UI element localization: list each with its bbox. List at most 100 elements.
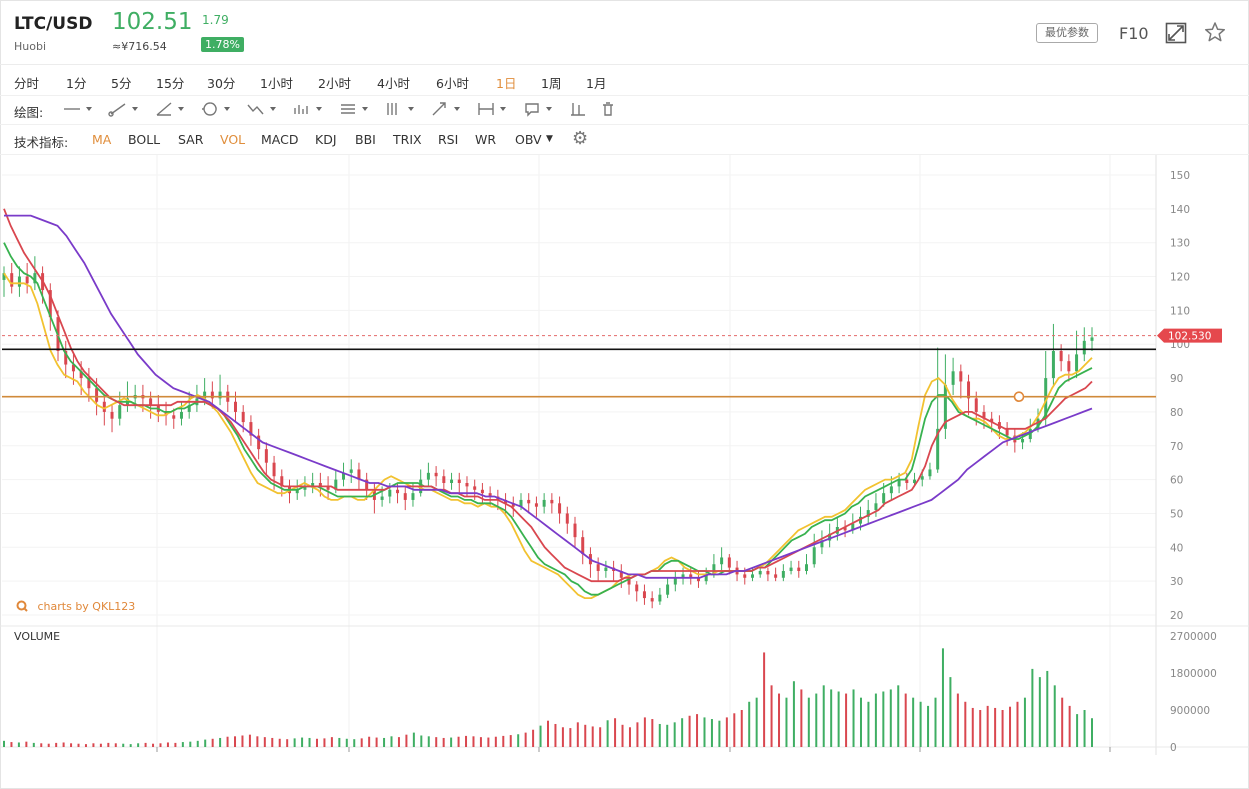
volume-bar-115 <box>859 697 862 747</box>
line-tool-icon[interactable] <box>62 100 98 118</box>
candle-body-136 <box>1051 351 1055 379</box>
period-tab-11[interactable]: 1月 <box>586 76 607 91</box>
indicator-macd[interactable]: MACD <box>261 132 299 147</box>
volume-bar-112 <box>837 691 840 747</box>
period-tab-2[interactable]: 5分 <box>111 76 132 91</box>
volume-bar-124 <box>927 705 930 747</box>
best-params-button[interactable]: 最优参数 <box>1036 23 1098 43</box>
indicator-trix[interactable]: TRIX <box>393 132 422 147</box>
indicator-ma[interactable]: MA <box>92 132 112 147</box>
candle-body-44 <box>342 472 346 480</box>
candle-body-67 <box>519 499 523 507</box>
candle-body-78 <box>604 567 608 571</box>
ray-tool-icon[interactable] <box>108 100 144 118</box>
channel-tool-icon[interactable] <box>154 100 190 118</box>
volume-bar-24 <box>181 742 184 747</box>
candle-body-73 <box>565 513 569 524</box>
candle-body-46 <box>357 469 361 480</box>
volume-bar-86 <box>643 717 646 747</box>
candle-body-22 <box>172 415 176 419</box>
candle-body-1 <box>10 273 14 287</box>
candle-body-50 <box>388 489 392 497</box>
candle-body-80 <box>619 571 623 578</box>
candle-body-109 <box>843 527 847 531</box>
volume-bar-14 <box>107 742 110 747</box>
period-tab-0[interactable]: 分时 <box>14 76 40 91</box>
volume-bar-136 <box>1016 701 1019 747</box>
fib-tool-icon[interactable] <box>338 100 374 118</box>
volume-bar-114 <box>852 689 855 747</box>
shape-tool-icon[interactable] <box>200 100 236 118</box>
period-tab-5[interactable]: 1小时 <box>260 76 293 91</box>
period-tab-3[interactable]: 15分 <box>156 76 185 91</box>
indicator-kdj[interactable]: KDJ <box>315 132 337 147</box>
candle-body-12 <box>95 388 99 402</box>
period-tab-4[interactable]: 30分 <box>207 76 236 91</box>
favorite-star-icon[interactable] <box>1204 21 1226 43</box>
arrow-tool-icon[interactable] <box>430 100 466 118</box>
candle-body-71 <box>550 499 554 504</box>
volume-bar-75 <box>561 727 564 747</box>
volume-bar-117 <box>874 693 877 747</box>
candle-body-97 <box>750 574 754 578</box>
candle-body-128 <box>990 418 994 423</box>
period-tab-7[interactable]: 4小时 <box>377 76 410 91</box>
last-price: 102.51 <box>112 9 193 35</box>
range-tool-icon[interactable] <box>476 100 512 118</box>
candle-body-140 <box>1082 340 1086 355</box>
fullscreen-icon[interactable] <box>1165 22 1187 44</box>
candle-body-98 <box>758 571 762 575</box>
volume-bar-51 <box>383 737 386 747</box>
candle-body-0 <box>2 273 6 280</box>
indicator-boll[interactable]: BOLL <box>128 132 161 147</box>
candle-body-2 <box>17 276 21 287</box>
candle-body-110 <box>851 523 855 531</box>
candle-body-41 <box>318 483 322 487</box>
gann-tool-icon[interactable] <box>384 100 420 118</box>
volume-bar-79 <box>591 726 594 747</box>
period-tab-10[interactable]: 1周 <box>541 76 562 91</box>
volume-bar-49 <box>368 736 371 747</box>
indicator-settings-gear-icon[interactable]: ⚙ <box>572 128 589 149</box>
volume-bar-91 <box>681 718 684 747</box>
indicator-vol[interactable]: VOL <box>220 132 246 147</box>
candle-tool-icon[interactable] <box>568 100 604 118</box>
volume-bar-0 <box>3 740 5 747</box>
volume-bar-67 <box>502 735 505 747</box>
candle-body-74 <box>573 523 577 538</box>
f10-button[interactable]: F10 <box>1119 24 1149 43</box>
volume-bar-132 <box>986 705 989 747</box>
trash-icon[interactable] <box>598 100 634 118</box>
candle-body-93 <box>720 557 724 565</box>
candle-body-94 <box>727 557 731 568</box>
wave-tool-icon[interactable] <box>246 100 282 118</box>
volume-bar-4 <box>32 742 35 747</box>
candle-body-75 <box>581 537 585 555</box>
period-tab-6[interactable]: 2小时 <box>318 76 351 91</box>
volume-bar-129 <box>964 701 967 747</box>
volume-bar-61 <box>457 736 460 747</box>
candle-body-111 <box>859 516 863 524</box>
obv-dropdown-chevron-icon[interactable]: ▼ <box>546 134 553 144</box>
candle-body-27 <box>210 391 214 399</box>
indicator-wr[interactable]: WR <box>475 132 497 147</box>
volume-bar-95 <box>710 719 713 747</box>
note-tool-icon[interactable] <box>522 100 558 118</box>
candle-body-107 <box>828 533 832 541</box>
indicator-sar[interactable]: SAR <box>178 132 204 147</box>
period-tab-9[interactable]: 1日 <box>496 76 517 91</box>
pattern-tool-icon[interactable] <box>292 100 328 118</box>
indicator-obv[interactable]: OBV <box>515 132 542 147</box>
indicator-bbi[interactable]: BBI <box>355 132 376 147</box>
price-chart[interactable]: 1501401301201101009080706050403020270000… <box>0 155 1249 755</box>
volume-bar-88 <box>658 723 661 747</box>
price-tick-8: 70 <box>1170 441 1183 453</box>
volume-bar-33 <box>248 734 251 747</box>
volume-bar-78 <box>584 724 587 747</box>
period-tab-1[interactable]: 1分 <box>66 76 87 91</box>
period-tab-8[interactable]: 6小时 <box>436 76 469 91</box>
indicator-rsi[interactable]: RSI <box>438 132 459 147</box>
candle-body-123 <box>951 371 955 385</box>
candle-body-24 <box>187 405 191 412</box>
volume-bar-6 <box>47 743 50 747</box>
